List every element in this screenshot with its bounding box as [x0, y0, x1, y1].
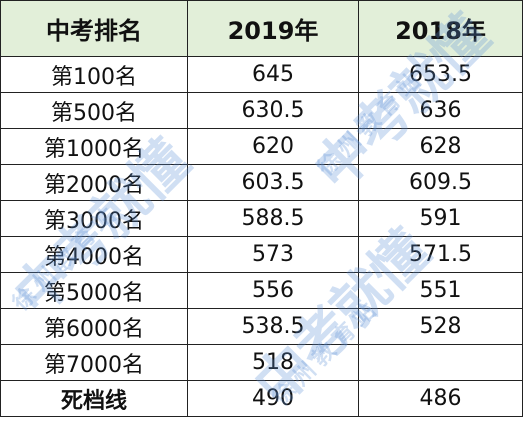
table-row: 第1000名 620 628 [0, 128, 523, 165]
header-rank: 中考排名 [0, 0, 188, 57]
score-2019-cell: 573 [187, 236, 359, 273]
score-2019-cell: 645 [187, 56, 359, 93]
score-2018-cell: 591 [358, 200, 523, 237]
table-row: 第2000名 603.5 609.5 [0, 164, 523, 201]
score-2019-cell: 538.5 [187, 308, 359, 345]
score-2019-cell: 588.5 [187, 200, 359, 237]
score-2019-cell: 490 [187, 380, 359, 417]
score-2019-cell: 630.5 [187, 92, 359, 129]
score-2018-cell: 571.5 [358, 236, 523, 273]
rank-cell: 第500名 [0, 92, 188, 129]
score-2018-cell: 636 [358, 92, 523, 129]
rank-cell: 第3000名 [0, 200, 188, 237]
rank-cell: 第100名 [0, 56, 188, 93]
score-2018-cell: 486 [358, 380, 523, 417]
rank-cell: 第2000名 [0, 164, 188, 201]
header-2018: 2018年 [358, 0, 523, 57]
score-2019-cell: 603.5 [187, 164, 359, 201]
table-row: 第5000名 556 551 [0, 272, 523, 309]
rank-cell: 第6000名 [0, 308, 188, 345]
score-2018-cell: 653.5 [358, 56, 523, 93]
rank-cell: 死档线 [0, 380, 188, 417]
table-row: 第4000名 573 571.5 [0, 236, 523, 273]
score-2019-cell: 556 [187, 272, 359, 309]
score-2018-cell [358, 344, 523, 381]
score-2018-cell: 628 [358, 128, 523, 165]
table-row: 第500名 630.5 636 [0, 92, 523, 129]
rank-cell: 第4000名 [0, 236, 188, 273]
table-row: 第6000名 538.5 528 [0, 308, 523, 345]
score-2018-cell: 528 [358, 308, 523, 345]
score-2019-cell: 518 [187, 344, 359, 381]
table-row: 第3000名 588.5 591 [0, 200, 523, 237]
score-2018-cell: 551 [358, 272, 523, 309]
rank-cell: 第5000名 [0, 272, 188, 309]
table-row: 第100名 645 653.5 [0, 56, 523, 93]
rank-cell: 第1000名 [0, 128, 188, 165]
header-2019: 2019年 [187, 0, 359, 57]
rank-cell: 第7000名 [0, 344, 188, 381]
score-2019-cell: 620 [187, 128, 359, 165]
score-2018-cell: 609.5 [358, 164, 523, 201]
table-row: 第7000名 518 [0, 344, 523, 381]
header-row: 中考排名 2019年 2018年 [0, 0, 523, 57]
table-row: 死档线 490 486 [0, 380, 523, 417]
